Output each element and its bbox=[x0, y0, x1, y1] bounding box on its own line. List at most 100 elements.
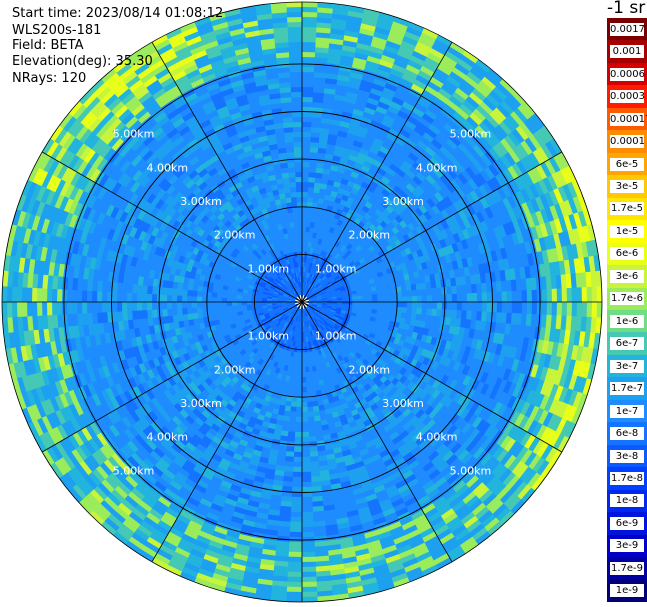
range-gate-cell bbox=[480, 453, 493, 467]
range-gate-cell bbox=[431, 361, 440, 371]
range-gate-cell bbox=[309, 446, 318, 453]
range-gate-cell bbox=[276, 455, 286, 462]
range-gate-cell bbox=[66, 301, 73, 315]
range-gate-cell bbox=[487, 427, 500, 441]
range-gate-cell bbox=[238, 533, 253, 542]
range-gate-cell bbox=[302, 66, 315, 73]
range-gate-cell bbox=[416, 453, 429, 465]
range-gate-cell bbox=[464, 425, 477, 438]
range-gate-cell bbox=[302, 81, 314, 88]
range-gate-cell bbox=[472, 431, 485, 445]
range-gate-cell bbox=[372, 436, 383, 446]
range-gate-cell bbox=[211, 292, 218, 298]
range-gate-cell bbox=[408, 415, 419, 426]
range-gate-cell bbox=[325, 524, 338, 532]
range-gate-cell bbox=[558, 329, 566, 344]
range-gate-cell bbox=[332, 416, 341, 424]
range-gate-cell bbox=[382, 386, 391, 396]
range-gate-cell bbox=[393, 502, 407, 513]
range-gate-cell bbox=[509, 346, 518, 360]
range-gate-cell bbox=[319, 318, 325, 324]
range-gate-cell bbox=[585, 347, 594, 364]
range-gate-cell bbox=[309, 222, 315, 228]
range-gate-cell bbox=[316, 306, 322, 310]
range-gate-cell bbox=[325, 308, 332, 312]
range-gate-cell bbox=[389, 418, 400, 428]
range-gate-cell bbox=[544, 447, 558, 464]
range-gate-cell bbox=[519, 466, 533, 483]
range-gate-cell bbox=[488, 443, 501, 457]
range-gate-cell bbox=[354, 417, 364, 426]
range-gate-cell bbox=[191, 296, 198, 302]
range-gate-cell bbox=[324, 408, 332, 415]
range-gate-cell bbox=[373, 568, 391, 578]
range-gate-cell bbox=[314, 420, 322, 427]
range-gate-cell bbox=[271, 585, 288, 592]
range-gate-cell bbox=[306, 303, 312, 307]
range-gate-cell bbox=[369, 391, 378, 400]
range-gate-cell bbox=[580, 346, 589, 363]
range-gate-cell bbox=[293, 336, 297, 342]
range-gate-cell bbox=[366, 498, 380, 507]
range-gate-cell bbox=[296, 396, 302, 403]
range-gate-cell bbox=[391, 498, 405, 509]
range-gate-cell bbox=[419, 560, 437, 573]
range-gate-cell bbox=[289, 531, 302, 538]
range-gate-cell bbox=[300, 311, 302, 318]
range-gate-cell bbox=[404, 399, 414, 409]
range-gate-cell bbox=[286, 446, 295, 453]
range-gate-cell bbox=[333, 314, 340, 319]
range-gate-cell bbox=[86, 301, 93, 314]
range-gate-cell bbox=[348, 329, 355, 335]
range-gate-cell bbox=[444, 376, 454, 388]
range-gate-cell bbox=[543, 327, 551, 342]
range-gate-cell bbox=[415, 435, 427, 447]
range-gate-cell bbox=[288, 41, 303, 48]
range-gate-cell bbox=[405, 411, 416, 422]
range-gate-cell bbox=[302, 166, 310, 173]
range-gate-cell bbox=[408, 324, 415, 333]
range-gate-cell bbox=[499, 322, 507, 335]
range-gate-cell bbox=[292, 341, 296, 347]
range-gate-cell bbox=[287, 166, 296, 173]
range-gate-cell bbox=[441, 407, 452, 419]
range-gate-cell bbox=[557, 357, 567, 373]
range-gate-cell bbox=[479, 320, 487, 332]
range-gate-cell bbox=[377, 530, 392, 541]
range-gate-cell bbox=[503, 492, 518, 508]
range-gate-cell bbox=[323, 403, 331, 410]
range-gate-cell bbox=[473, 404, 485, 417]
range-gate-cell bbox=[425, 465, 438, 477]
range-gate-cell bbox=[316, 580, 332, 587]
range-gate-cell bbox=[397, 327, 404, 335]
range-gate-cell bbox=[513, 413, 526, 428]
range-gate-cell bbox=[366, 387, 375, 396]
range-gate-cell bbox=[498, 379, 508, 392]
range-gate-cell bbox=[432, 439, 444, 452]
range-gate-cell bbox=[206, 544, 222, 555]
range-gate-cell bbox=[227, 572, 244, 582]
range-gate-cell bbox=[445, 317, 452, 326]
range-gate-cell bbox=[436, 309, 443, 317]
range-gate-cell bbox=[331, 411, 340, 419]
range-gate-cell bbox=[506, 302, 513, 314]
range-gate-cell bbox=[455, 405, 466, 418]
range-gate-cell bbox=[364, 339, 372, 346]
range-gate-cell bbox=[466, 366, 476, 378]
range-gate-cell bbox=[322, 329, 328, 335]
range-gate-cell bbox=[432, 330, 440, 339]
range-gate-cell bbox=[302, 56, 316, 63]
range-gate-cell bbox=[231, 479, 244, 488]
range-gate-cell bbox=[243, 514, 257, 523]
range-gate-cell bbox=[326, 392, 333, 399]
range-gate-cell bbox=[279, 510, 291, 518]
range-gate-cell bbox=[287, 566, 302, 573]
range-gate-cell bbox=[126, 301, 133, 312]
range-gate-cell bbox=[553, 356, 562, 372]
range-gate-cell bbox=[269, 417, 278, 425]
range-gate-cell bbox=[307, 416, 315, 423]
range-gate-cell bbox=[455, 318, 462, 328]
range-gate-cell bbox=[387, 489, 400, 499]
range-gate-cell bbox=[462, 471, 476, 485]
range-gate-cell bbox=[585, 316, 592, 333]
